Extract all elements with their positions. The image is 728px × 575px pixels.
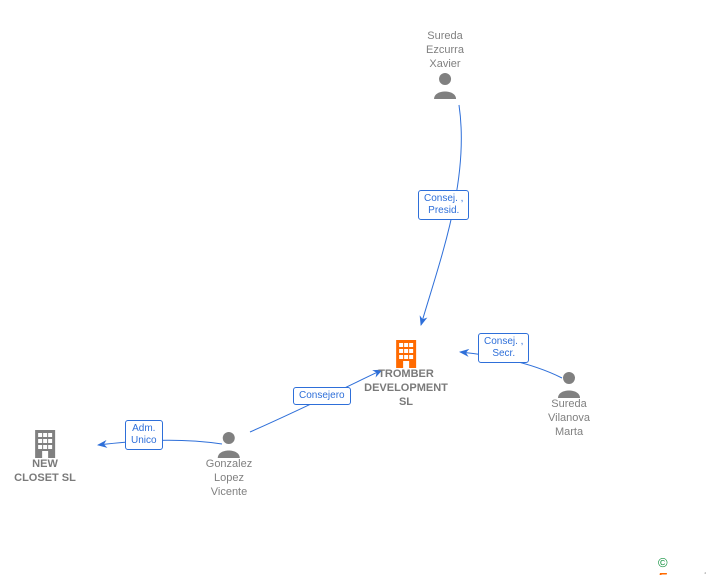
copyright-symbol: © <box>658 555 668 570</box>
brand-first-letter: E <box>658 570 667 575</box>
building-icon <box>392 338 420 368</box>
watermark: © Empresia <box>658 555 728 575</box>
edges-layer <box>0 0 728 575</box>
edge-label-gonzalez-to-new_closet: Adm. Unico <box>125 420 163 450</box>
building-icon <box>31 428 59 458</box>
person-icon <box>432 71 458 99</box>
node-label: Sureda Vilanova Marta <box>548 398 590 439</box>
brand-rest: mpresia <box>667 570 713 575</box>
node-sureda_ezcurra[interactable]: Sureda Ezcurra Xavier <box>426 30 464 99</box>
node-gonzalez[interactable]: Gonzalez Lopez Vicente <box>206 430 252 499</box>
node-label: TROMBER DEVELOPMENT SL <box>364 368 448 409</box>
node-new_closet[interactable]: NEW CLOSET SL <box>14 428 76 486</box>
edge-label-sureda_ezcurra-to-tromber: Consej. , Presid. <box>418 190 469 220</box>
edge-label-sureda_vilanova-to-tromber: Consej. , Secr. <box>478 333 529 363</box>
person-icon <box>556 370 582 398</box>
node-label: NEW CLOSET SL <box>14 458 76 486</box>
diagram-canvas: Sureda Ezcurra Xavier TROMBER DEVELOPMEN… <box>0 0 728 575</box>
node-tromber[interactable]: TROMBER DEVELOPMENT SL <box>364 338 448 409</box>
node-label: Sureda Ezcurra Xavier <box>426 30 464 71</box>
node-label: Gonzalez Lopez Vicente <box>206 458 252 499</box>
person-icon <box>216 430 242 458</box>
edge-label-gonzalez-to-tromber: Consejero <box>293 387 351 405</box>
node-sureda_vilanova[interactable]: Sureda Vilanova Marta <box>548 370 590 439</box>
